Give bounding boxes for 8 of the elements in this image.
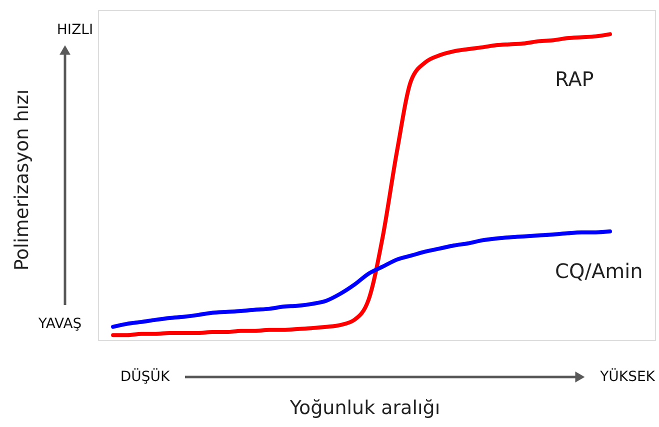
- text: YAVAŞ: [37, 316, 82, 332]
- series-label: RAP: [555, 67, 594, 91]
- text: YÜKSEK: [599, 368, 656, 385]
- text: DÜŞÜK: [120, 368, 170, 385]
- y-axis-title: Polimerizasyon hızı: [11, 89, 33, 271]
- series-label: CQ/Amin: [555, 259, 643, 283]
- text: HIZLI: [56, 22, 94, 38]
- x-axis-title: Yoğunluk aralığı: [288, 397, 440, 419]
